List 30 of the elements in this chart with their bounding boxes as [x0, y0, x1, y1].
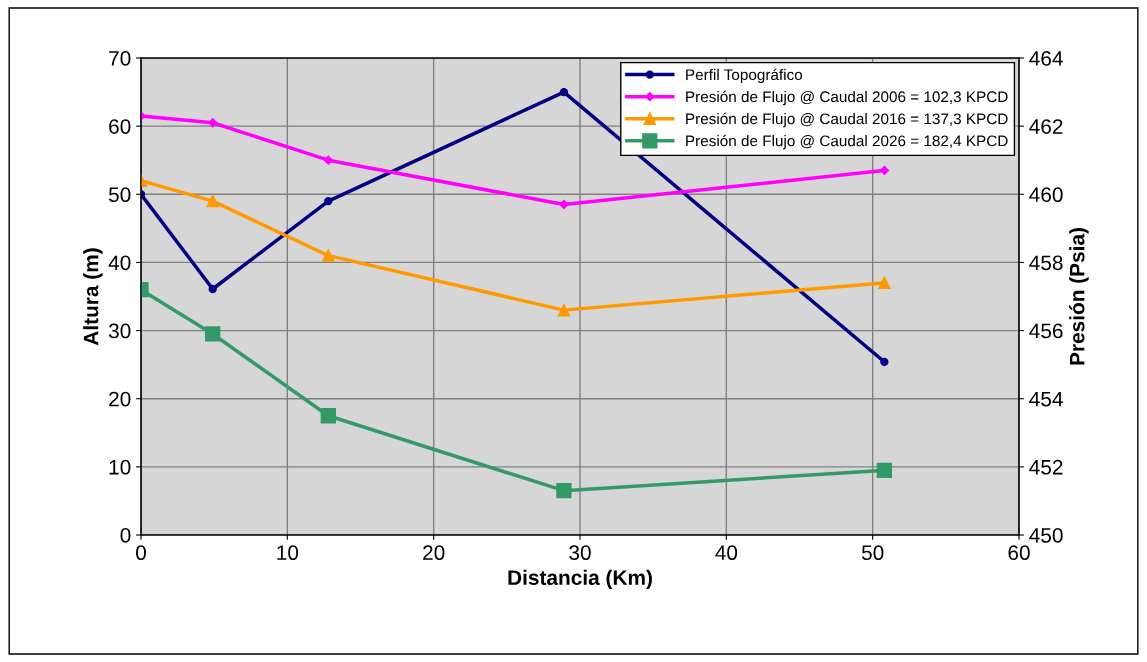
- y2-tick-label: 450: [1029, 528, 1063, 543]
- x-tick-label: 40: [715, 545, 738, 561]
- y-tick-label: 40: [108, 255, 131, 271]
- y2-tick-label: 462: [1029, 119, 1063, 134]
- x-tick-label: 0: [136, 545, 146, 561]
- y2-tick-label: 464: [1029, 51, 1063, 66]
- y-tick-label: 10: [109, 459, 131, 475]
- y2-tick-label: 456: [1029, 323, 1063, 339]
- legend-label: Perfil Topográfico: [686, 68, 803, 84]
- y2-tick-label: 460: [1029, 187, 1063, 203]
- x-tick-label: 30: [569, 545, 591, 561]
- y-axis-title: Altura (m): [83, 248, 103, 346]
- legend-label: Presión de Flujo @ Caudal 2026 = 182,4 KPCD: [686, 134, 1008, 150]
- x-tick-label: 50: [861, 545, 884, 561]
- x-tick-label: 10: [277, 545, 299, 561]
- x-axis-title: Distancia (Km): [508, 569, 652, 590]
- y-tick-label: 60: [109, 119, 131, 134]
- y-tick-label: 70: [109, 51, 131, 66]
- x-tick-label: 20: [423, 545, 445, 561]
- legend-label: Presión de Flujo @ Caudal 2006 = 102,3 KPCD: [686, 90, 1008, 106]
- y-tick-label: 0: [120, 528, 131, 543]
- y-tick-label: 50: [108, 187, 131, 203]
- x-tick-label: 60: [1008, 545, 1030, 561]
- y2-tick-label: 454: [1029, 391, 1063, 407]
- y2-tick-label: 452: [1029, 459, 1063, 475]
- y-tick-label: 30: [108, 323, 131, 339]
- y-tick-label: 20: [109, 391, 131, 407]
- y2-axis-title: Presión (Psia): [1069, 228, 1089, 365]
- y2-tick-label: 458: [1029, 255, 1063, 271]
- legend-label: Presión de Flujo @ Caudal 2016 = 137,3 KPCD: [686, 112, 1008, 128]
